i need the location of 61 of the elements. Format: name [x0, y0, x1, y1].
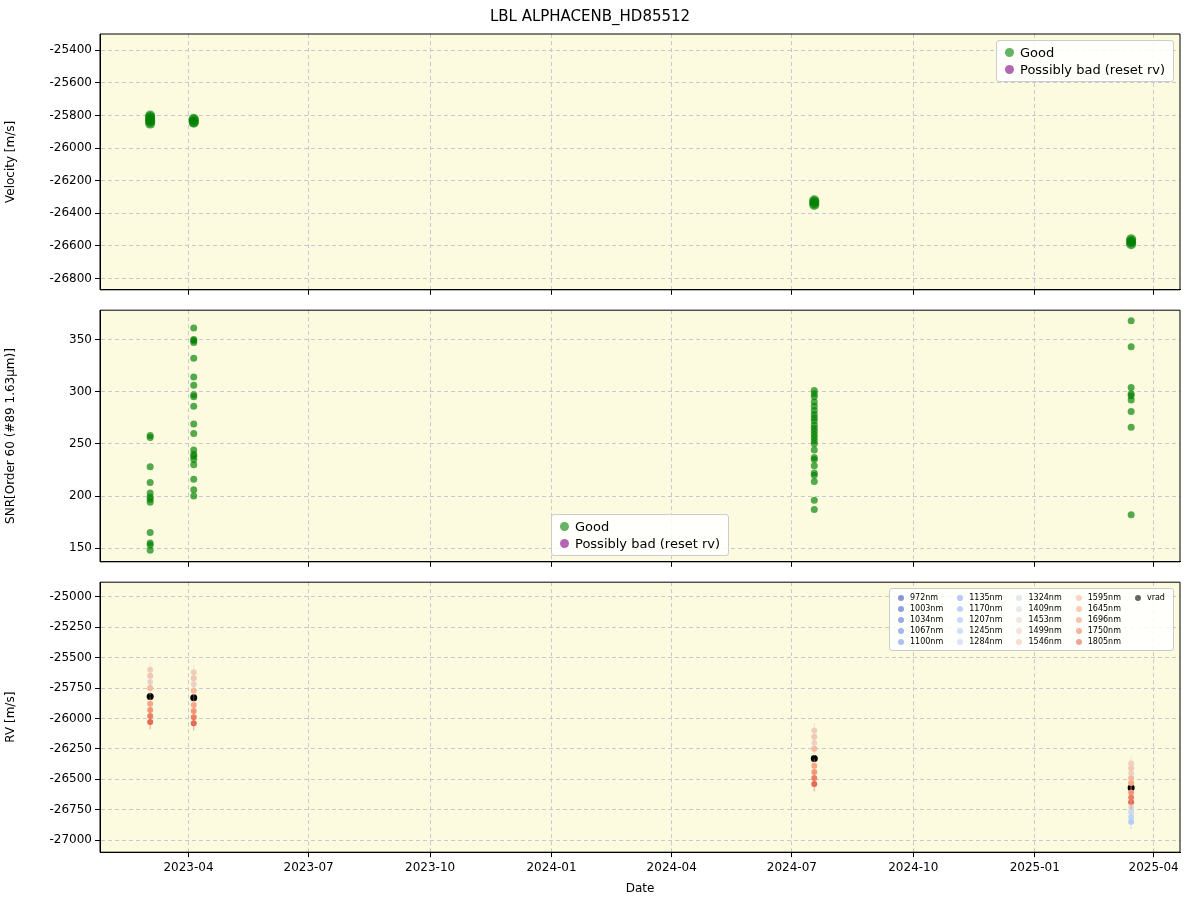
y-tick-label: -26600	[49, 237, 92, 252]
y-tick-label: -26000	[49, 140, 92, 155]
legend-label: 1696nm	[1087, 615, 1121, 625]
y-tick-label: -26800	[49, 270, 92, 285]
legend-label: 1100nm	[910, 637, 944, 647]
y-tick-label: 300	[69, 383, 92, 398]
legend-label: 1595nm	[1087, 593, 1121, 603]
legend-label: Possibly bad (reset rv)	[1020, 62, 1166, 77]
x-tick-label: 2024-07	[766, 859, 817, 874]
x-tick-label: 2024-04	[646, 859, 697, 874]
legend-label: 1499nm	[1028, 626, 1062, 636]
y-tick-label: -26500	[49, 771, 92, 786]
y-tick-label: -25250	[49, 619, 92, 634]
y-tick-label: -26750	[49, 801, 92, 816]
legend-label: 1453nm	[1028, 615, 1062, 625]
y-axis-title: RV [m/s]	[3, 691, 18, 743]
y-tick-label: 150	[69, 540, 92, 555]
legend-label: 1135nm	[969, 593, 1003, 603]
y-axis-title: SNR[Order 60 (#89 1.63μm)]	[3, 348, 18, 524]
legend-label: 1284nm	[969, 637, 1003, 647]
y-tick-label: -26200	[49, 172, 92, 187]
x-tick-label: 2023-04	[163, 859, 214, 874]
y-tick-label: 200	[69, 488, 92, 503]
legend-label: 1003nm	[910, 604, 944, 614]
legend-label: 972nm	[910, 593, 939, 603]
y-tick-label: -25500	[49, 649, 92, 664]
x-tick-label: 2025-04	[1128, 859, 1179, 874]
legend-label: Possibly bad (reset rv)	[575, 535, 721, 551]
y-tick-label: -26000	[49, 710, 92, 725]
y-tick-label: -25800	[49, 107, 92, 122]
legend-label: 1805nm	[1087, 637, 1121, 647]
legend-label: vrad	[1146, 593, 1165, 603]
legend-label: 1207nm	[969, 615, 1003, 625]
chart-title: LBL ALPHACENB_HD85512	[489, 6, 691, 26]
legend-label: 1546nm	[1028, 637, 1062, 647]
legend-label: 1067nm	[910, 626, 944, 636]
y-tick-label: -25000	[49, 588, 92, 603]
y-tick-label: -25750	[49, 680, 92, 695]
legend-label: 1245nm	[969, 626, 1003, 636]
legend-label: 1324nm	[1028, 593, 1062, 603]
x-tick-label: 2024-10	[888, 859, 939, 874]
legend-label: 1034nm	[910, 615, 944, 625]
x-tick-label: 2024-01	[526, 859, 577, 874]
legend-label: 1170nm	[969, 604, 1003, 614]
x-tick-label: 2023-10	[405, 859, 456, 874]
x-tick-label: 2025-01	[1009, 859, 1060, 874]
legend-label: Good	[1020, 45, 1055, 60]
y-tick-label: 250	[69, 435, 92, 450]
legend-label: 1750nm	[1087, 626, 1121, 636]
legend-label: Good	[575, 518, 610, 534]
legend-label: 1409nm	[1028, 604, 1062, 614]
y-tick-label: -26250	[49, 740, 92, 755]
y-tick-label: -27000	[49, 832, 92, 847]
y-tick-label: -25600	[49, 75, 92, 89]
y-tick-label: -25400	[49, 42, 92, 57]
x-tick-label: 2023-07	[283, 859, 334, 874]
x-axis-title: Date	[625, 880, 655, 895]
legend-label: 1645nm	[1087, 604, 1121, 614]
y-tick-label: 350	[69, 331, 92, 346]
y-tick-label: -26400	[49, 205, 92, 220]
y-axis-title: Velocity [m/s]	[3, 120, 18, 204]
